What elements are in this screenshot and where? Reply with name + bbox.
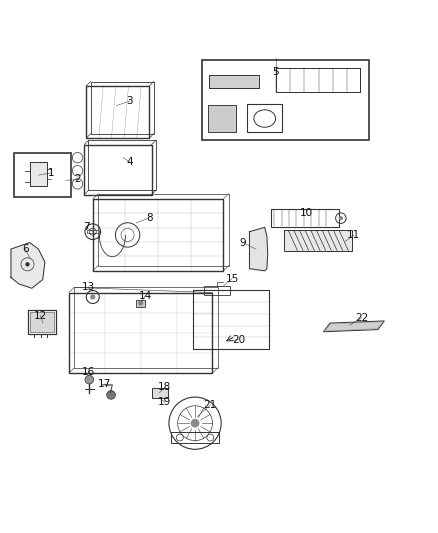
Polygon shape (250, 228, 268, 271)
Circle shape (191, 419, 199, 427)
Bar (152, 389, 168, 398)
Text: 8: 8 (146, 213, 153, 223)
Bar (93, 199, 223, 271)
Bar (74, 287, 218, 368)
Bar (86, 86, 149, 138)
Text: 6: 6 (22, 244, 28, 254)
Bar (276, 68, 360, 92)
Text: 12: 12 (34, 311, 47, 321)
Bar (209, 75, 259, 88)
Circle shape (339, 216, 343, 220)
Bar (271, 209, 339, 228)
Bar (193, 290, 269, 349)
Text: 11: 11 (347, 230, 360, 240)
Text: 18: 18 (158, 383, 171, 392)
Text: 13: 13 (82, 282, 95, 292)
Text: 3: 3 (127, 96, 133, 106)
Text: 21: 21 (204, 400, 217, 410)
Circle shape (25, 262, 30, 266)
Text: 5: 5 (272, 67, 279, 77)
Circle shape (138, 301, 143, 305)
Bar (98, 194, 229, 265)
Text: 20: 20 (232, 335, 245, 345)
Text: 9: 9 (240, 238, 246, 247)
Circle shape (107, 391, 116, 399)
Bar (84, 144, 152, 195)
Bar (87, 230, 99, 233)
Bar (208, 106, 237, 132)
Bar (69, 293, 212, 373)
Bar (247, 104, 282, 133)
Bar (30, 312, 53, 332)
Text: 10: 10 (300, 208, 313, 219)
Text: 15: 15 (226, 273, 239, 284)
Text: 17: 17 (98, 379, 111, 389)
Text: 19: 19 (158, 397, 171, 407)
Bar (201, 60, 369, 140)
Text: 7: 7 (83, 222, 89, 232)
Bar (284, 230, 352, 251)
Bar (136, 300, 145, 306)
Bar (14, 154, 71, 197)
Text: 22: 22 (355, 313, 368, 323)
Bar (30, 162, 47, 186)
Bar (209, 75, 259, 88)
Text: 16: 16 (82, 367, 95, 377)
Text: 1: 1 (48, 168, 55, 178)
Text: 2: 2 (74, 174, 81, 184)
Bar (171, 432, 219, 443)
Bar (91, 82, 154, 134)
Bar (276, 68, 360, 92)
Circle shape (90, 294, 95, 300)
Bar (204, 286, 230, 295)
Text: 14: 14 (138, 291, 152, 301)
Bar (208, 106, 237, 132)
Text: 4: 4 (127, 157, 133, 167)
Polygon shape (323, 321, 385, 332)
Circle shape (85, 375, 94, 384)
Bar (28, 310, 56, 334)
Bar (88, 140, 156, 190)
Polygon shape (11, 243, 45, 288)
